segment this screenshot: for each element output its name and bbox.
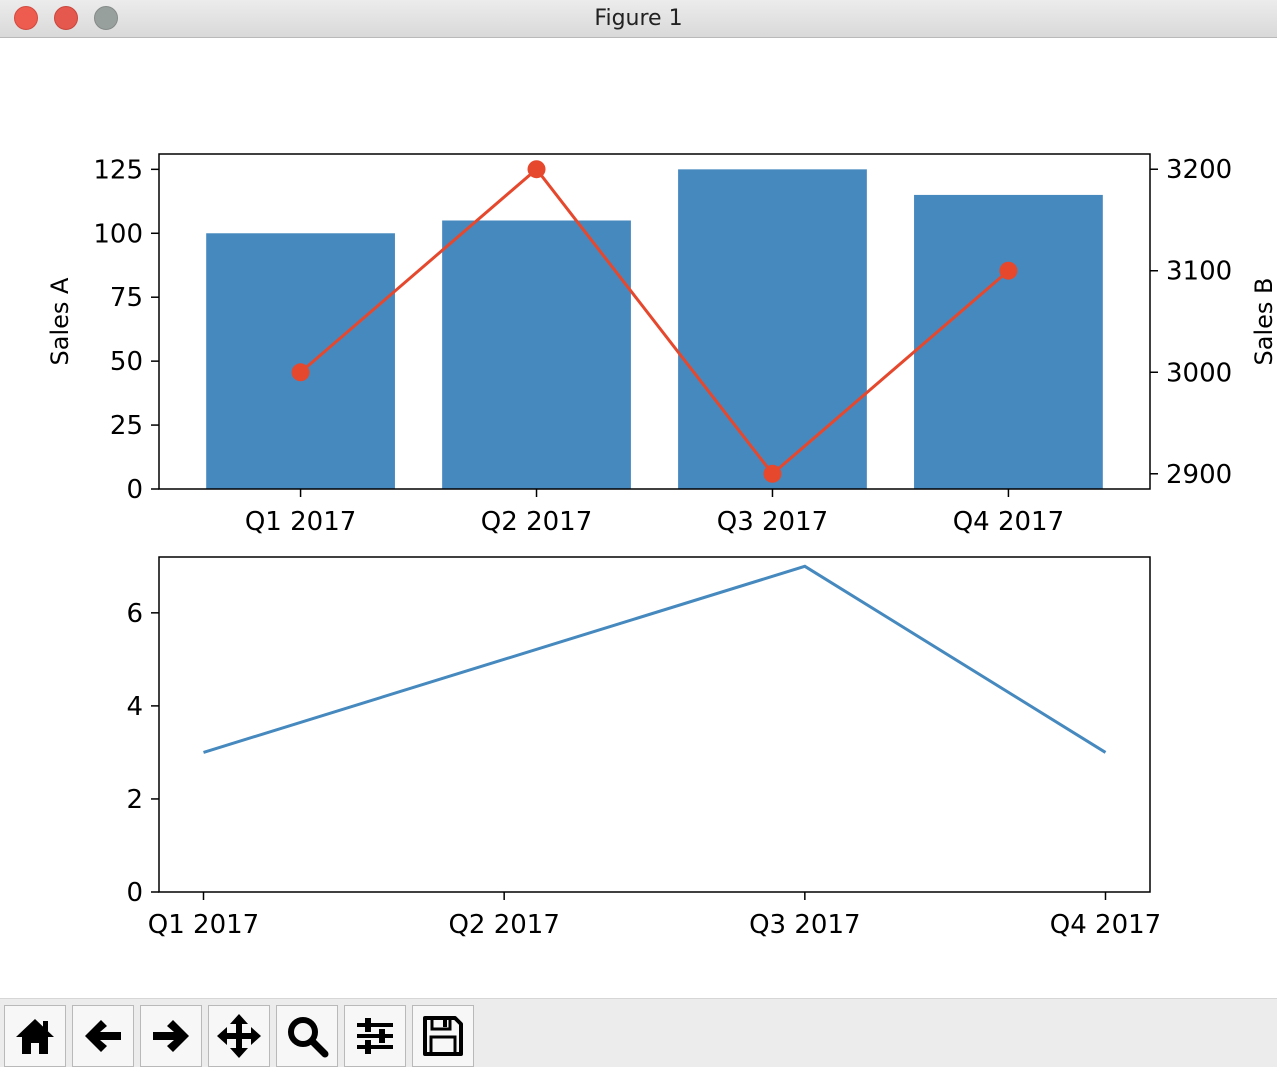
point-sales-b bbox=[291, 363, 310, 382]
x-tick-label-bottom: Q3 2017 bbox=[749, 910, 860, 940]
point-sales-b bbox=[763, 464, 782, 483]
magnifier-icon bbox=[288, 1017, 329, 1058]
y-tick-label-right: 3100 bbox=[1166, 257, 1232, 287]
save-button[interactable] bbox=[412, 1005, 474, 1067]
arrow-right-icon bbox=[153, 1020, 189, 1052]
x-tick-label-bottom: Q2 2017 bbox=[448, 910, 559, 940]
bar-sales-a bbox=[914, 194, 1103, 490]
figure-canvas: 0 25 50 75 100 125 2900 3000 3100 3200 Q1 2017 Q2 2… bbox=[46, 153, 1277, 940]
line-series-bottom bbox=[203, 564, 1107, 754]
zoom-button[interactable] bbox=[276, 1005, 338, 1067]
y-tick-label-right: 3000 bbox=[1166, 358, 1232, 388]
x-tick-label: Q3 2017 bbox=[717, 507, 828, 537]
x-tick-label-bottom: Q4 2017 bbox=[1050, 910, 1161, 940]
bar-sales-a bbox=[678, 169, 867, 489]
home-icon bbox=[16, 1019, 54, 1054]
y-tick-label-left: 100 bbox=[93, 219, 143, 249]
y-tick-label-bottom: 2 bbox=[126, 785, 143, 815]
y-tick-label-left: 25 bbox=[110, 411, 143, 441]
y-tick-label-left: 0 bbox=[126, 475, 143, 505]
home-button[interactable] bbox=[4, 1005, 66, 1067]
bar-sales-a bbox=[206, 233, 395, 489]
y-tick-label-bottom: 0 bbox=[126, 878, 143, 908]
move-icon bbox=[217, 1014, 261, 1058]
top-axes-frame bbox=[158, 153, 1151, 490]
sliders-icon bbox=[357, 1018, 393, 1054]
y-tick-label-left: 50 bbox=[110, 347, 143, 377]
back-button[interactable] bbox=[72, 1005, 134, 1067]
point-sales-b bbox=[999, 261, 1018, 280]
x-tick-label: Q2 2017 bbox=[481, 507, 592, 537]
configure-subplots-button[interactable] bbox=[344, 1005, 406, 1067]
x-tick-label: Q1 2017 bbox=[245, 507, 356, 537]
y-tick-label-right: 2900 bbox=[1166, 460, 1232, 490]
y-tick-label-right: 3200 bbox=[1166, 155, 1232, 185]
window-zoom-button[interactable] bbox=[94, 6, 118, 30]
x-tick-label-bottom: Q1 2017 bbox=[148, 910, 259, 940]
y-tick-label-bottom: 4 bbox=[126, 692, 143, 722]
window-titlebar: Figure 1 bbox=[0, 0, 1277, 38]
line-sales-b bbox=[299, 167, 1010, 476]
bottom-axes-frame bbox=[158, 556, 1151, 893]
y-tick-label-bottom: 6 bbox=[126, 599, 143, 629]
forward-button[interactable] bbox=[140, 1005, 202, 1067]
window-title: Figure 1 bbox=[594, 6, 683, 31]
floppy-disk-icon bbox=[423, 1016, 463, 1056]
window-minimize-button[interactable] bbox=[54, 6, 78, 30]
y-axis-label-sales-a: Sales A bbox=[46, 277, 74, 366]
arrow-left-icon bbox=[85, 1020, 121, 1052]
navigation-toolbar bbox=[0, 998, 1277, 1067]
bar-sales-a bbox=[442, 220, 631, 489]
point-sales-b bbox=[527, 160, 546, 179]
y-tick-label-left: 75 bbox=[110, 283, 143, 313]
pan-button[interactable] bbox=[208, 1005, 270, 1067]
x-tick-label: Q4 2017 bbox=[953, 507, 1064, 537]
window-close-button[interactable] bbox=[14, 6, 38, 30]
y-tick-label-left: 125 bbox=[93, 155, 143, 185]
y-axis-label-sales-b: Sales B bbox=[1250, 278, 1277, 366]
